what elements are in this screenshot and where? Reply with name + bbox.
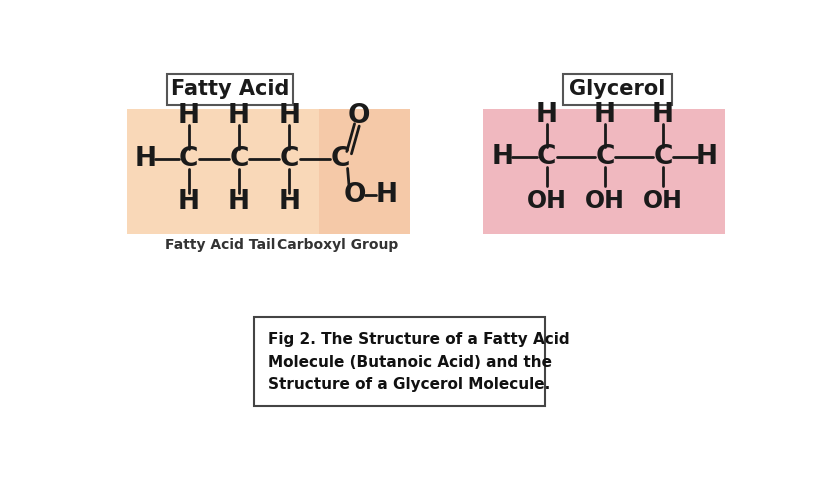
FancyBboxPatch shape: [319, 109, 411, 234]
Text: H: H: [491, 144, 513, 170]
Text: Glycerol: Glycerol: [569, 79, 665, 99]
FancyBboxPatch shape: [563, 74, 671, 104]
Text: Fatty Acid Tail: Fatty Acid Tail: [165, 239, 275, 252]
Text: H: H: [178, 103, 200, 129]
Text: H: H: [536, 102, 558, 127]
Text: Carboxyl Group: Carboxyl Group: [277, 239, 398, 252]
Text: OH: OH: [643, 189, 683, 213]
Text: O: O: [347, 103, 370, 129]
Text: C: C: [596, 144, 615, 170]
Text: C: C: [654, 144, 673, 170]
Text: Fatty Acid: Fatty Acid: [171, 79, 289, 99]
Text: H: H: [228, 190, 250, 215]
Text: H: H: [696, 144, 717, 170]
FancyBboxPatch shape: [483, 109, 725, 234]
Text: C: C: [280, 146, 299, 172]
FancyBboxPatch shape: [127, 109, 319, 234]
FancyBboxPatch shape: [167, 74, 292, 104]
Text: C: C: [179, 146, 198, 172]
FancyBboxPatch shape: [254, 317, 545, 406]
Text: H: H: [594, 102, 616, 127]
Text: H: H: [278, 190, 301, 215]
Text: OH: OH: [527, 189, 567, 213]
Text: C: C: [229, 146, 249, 172]
Text: C: C: [330, 146, 349, 172]
Text: H: H: [375, 182, 397, 208]
Text: H: H: [134, 146, 156, 172]
Text: Fig 2. The Structure of a Fatty Acid
Molecule (Butanoic Acid) and the
Structure : Fig 2. The Structure of a Fatty Acid Mol…: [268, 332, 570, 392]
Text: H: H: [278, 103, 301, 129]
Text: H: H: [652, 102, 674, 127]
Text: H: H: [178, 190, 200, 215]
Text: OH: OH: [585, 189, 625, 213]
Text: C: C: [537, 144, 556, 170]
Text: O: O: [344, 182, 366, 208]
Text: H: H: [228, 103, 250, 129]
